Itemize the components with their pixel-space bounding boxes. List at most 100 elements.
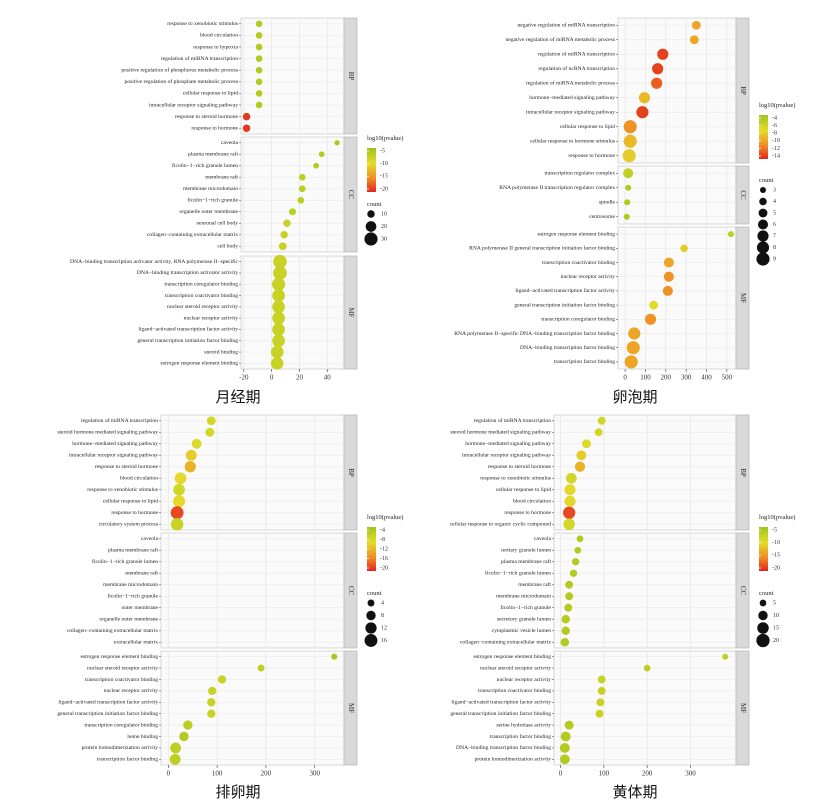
term-label: transcription coactivator binding	[85, 677, 158, 683]
facet-strip-mf	[343, 650, 358, 766]
dot-bp	[576, 450, 587, 461]
dot-mf	[183, 720, 193, 730]
dot-cc	[564, 603, 573, 612]
term-label: membrane microdomain	[496, 594, 551, 600]
term-label: nuclear receptor activity	[561, 274, 616, 280]
term-label: positive regulation of phosphorus metabo…	[121, 66, 238, 73]
dot-bp	[255, 66, 263, 74]
dot-bp	[594, 428, 603, 437]
term-label: ligand−activated transcription factor ac…	[451, 699, 551, 706]
size-legend-dot	[365, 221, 377, 232]
term-label: general transcription initiation factor …	[514, 301, 615, 308]
dot-cc	[288, 208, 297, 216]
term-label: regulation of miRNA transcription	[538, 51, 615, 58]
colorbar-tick-label: -10	[380, 161, 388, 167]
color-legend-title: log10(pvalue)	[759, 514, 795, 521]
size-legend-dot	[366, 610, 376, 621]
dot-bp	[652, 63, 664, 75]
colorbar-tick-label: -4	[772, 115, 777, 121]
term-label: organelle outer membrane	[99, 617, 158, 623]
dot-mf	[170, 742, 182, 754]
dot-mf	[597, 675, 606, 684]
term-label: intracellular receptor signaling pathway	[149, 102, 238, 108]
x-tick-label: -20	[239, 374, 249, 382]
dot-mf	[595, 709, 604, 718]
dot-bp	[185, 449, 197, 461]
dot-bp	[565, 472, 577, 484]
colorbar-tick-label: -20	[380, 186, 388, 192]
dot-mf	[643, 664, 651, 672]
colorbar	[759, 115, 768, 159]
colorbar-tick-label: -10	[772, 138, 780, 144]
term-label: transcription coactivator binding	[165, 293, 238, 299]
dot-bp	[636, 106, 649, 119]
term-label: nuclear steroid receptor activity	[167, 304, 238, 310]
size-legend-label: 4	[381, 600, 384, 606]
dot-bp	[622, 149, 636, 163]
term-label: collagen−containing extracellular matrix	[460, 640, 551, 646]
dot-mf	[257, 664, 265, 672]
facet-label-cc: CC	[739, 190, 747, 200]
colorbar-tick-label: -20	[772, 565, 780, 571]
dot-mf	[207, 709, 216, 718]
dot-cc	[569, 569, 578, 577]
dot-mf	[644, 313, 657, 325]
size-legend-label: 8	[773, 245, 776, 251]
dot-cc	[623, 213, 630, 220]
colorbar-tick-label: -6	[772, 123, 777, 129]
x-tick-label: 500	[722, 374, 733, 382]
x-tick-label: 100	[599, 770, 610, 778]
caption-panel-3: 排卵期	[215, 783, 261, 801]
term-label: ligand−activated transcription factor ac…	[515, 287, 615, 294]
dot-bp	[691, 20, 701, 30]
size-legend-dot	[757, 219, 769, 230]
facet-strip-mf	[735, 226, 750, 370]
dot-mf	[331, 653, 338, 660]
facet-panel-bp	[617, 17, 737, 164]
dot-mf	[272, 334, 285, 348]
dot-mf	[663, 257, 674, 268]
term-label: response to hypoxia	[193, 44, 238, 50]
term-label: membrane microdomain	[183, 186, 238, 192]
term-label: nuclear receptor activity	[184, 315, 239, 321]
term-label: nuclear steroid receptor activity	[87, 665, 158, 671]
size-legend-label: 5	[773, 600, 776, 606]
term-label: protein homodimerization activity	[475, 757, 552, 763]
term-label: estrogen response element binding	[473, 654, 551, 660]
term-label: transcription regulator complex	[544, 171, 615, 177]
term-label: transcription coregulator binding	[164, 282, 238, 288]
term-label: response to xenobiotic stimulus	[87, 487, 158, 493]
term-label: ficolin−1−rich granule	[187, 197, 238, 204]
colorbar-tick-label: -14	[772, 153, 780, 159]
dot-mf	[207, 698, 216, 707]
dot-mf	[722, 653, 729, 660]
size-legend-dot	[364, 232, 378, 246]
dot-mf	[270, 357, 284, 370]
x-tick-label: 300	[309, 770, 320, 778]
x-tick-label: 200	[261, 770, 272, 778]
term-label: circulatory system process	[99, 522, 158, 528]
dot-mf	[663, 271, 674, 282]
term-label: transcription factor binding	[554, 358, 615, 365]
term-label: caveola	[221, 140, 239, 146]
term-label: membrane raft	[518, 581, 551, 588]
dot-bp	[564, 484, 576, 496]
facet-label-mf: MF	[347, 307, 355, 317]
size-legend-dot	[759, 197, 767, 206]
dot-bp	[255, 90, 263, 97]
x-tick-label: 0	[270, 374, 274, 382]
x-tick-label: 0	[167, 770, 171, 778]
dot-cc	[560, 638, 570, 647]
size-legend-dot	[757, 230, 769, 242]
colorbar-tick-label: -15	[772, 553, 780, 559]
term-label: ficolin−1−rich granule lumen	[172, 162, 238, 169]
size-legend-dot	[759, 599, 767, 607]
dot-cc	[625, 184, 632, 191]
dot-cc	[561, 615, 570, 624]
size-legend-dot	[364, 634, 378, 647]
dot-cc	[298, 173, 306, 181]
dot-bp	[651, 77, 663, 89]
term-label: steroid hormone mediated signaling pathw…	[57, 430, 158, 436]
dot-mf	[179, 731, 189, 742]
term-label: response to hormone	[568, 153, 615, 159]
